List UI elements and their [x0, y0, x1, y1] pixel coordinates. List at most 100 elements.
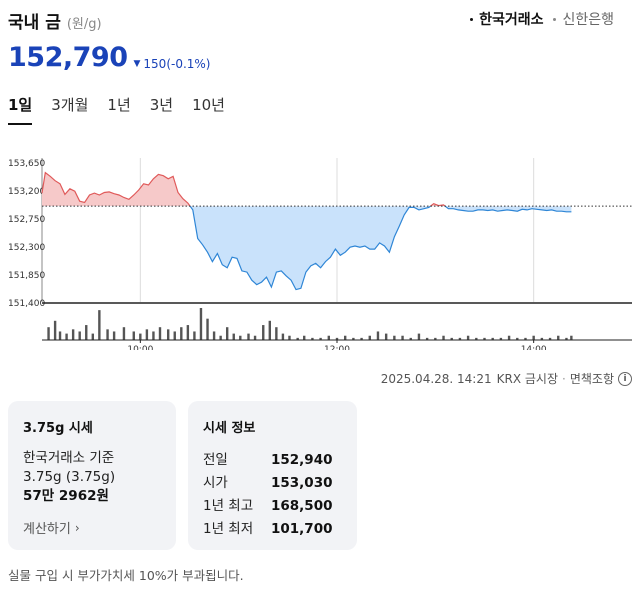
volume-bar [98, 310, 101, 340]
volume-bar [393, 335, 396, 340]
separator: · [562, 371, 566, 386]
y-tick-label: 151,850 [8, 271, 45, 281]
tab-10y[interactable]: 10년 [192, 96, 225, 114]
gram-price-card: 3.75g 시세 한국거래소 기준 3.75g (3.75g) 57만 2962… [8, 401, 176, 550]
price-line-up [41, 171, 447, 207]
period-tabs: 1일 3개월 1년 3년 10년 [8, 94, 244, 125]
volume-bar [335, 337, 339, 340]
price-info-card: 시세 정보 전일 152,940 시가 153,030 1년 최고 168,50… [188, 401, 357, 550]
info-label: 시가 [203, 475, 228, 491]
volume-bar [145, 329, 149, 340]
volume-bar [409, 337, 412, 340]
basis-text: 한국거래소 기준 [23, 450, 115, 466]
bullet-icon [470, 17, 474, 21]
volume-bar [491, 337, 494, 340]
y-tick-label: 152,750 [8, 215, 45, 225]
area-fill-up [42, 172, 446, 207]
volume-bar [53, 320, 57, 340]
volume-bar [311, 337, 314, 340]
volume-bar [281, 333, 285, 340]
card-title: 3.75g 시세 [23, 421, 93, 436]
price-change: ▼ 150 (-0.1%) [133, 57, 210, 71]
volume-bar [570, 335, 573, 340]
volume-bar [384, 333, 388, 340]
tab-1y[interactable]: 1년 [107, 96, 131, 114]
volume-bar [450, 337, 453, 340]
info-value: 168,500 [271, 498, 333, 514]
calculate-link[interactable]: 계산하기 › [23, 518, 161, 538]
source-label: 한국거래소 [479, 12, 544, 28]
volume-bar [193, 331, 196, 340]
volume-bar [71, 329, 75, 340]
volume-bar [557, 335, 560, 340]
volume-bar [106, 329, 109, 340]
volume-bar [540, 337, 544, 340]
volume-bar [247, 333, 250, 340]
card-title: 시세 정보 [203, 421, 256, 436]
source-option-krx[interactable]: 한국거래소 [470, 9, 543, 29]
volume-bar [483, 337, 486, 340]
volume-bar [425, 337, 429, 340]
volume-bar [548, 337, 552, 340]
title-row: 국내 금 (원/g) [8, 8, 102, 33]
volume-bar [173, 331, 176, 340]
source-switch: 한국거래소 신한은행 [460, 9, 614, 29]
update-time: 2025.04.28. 14:21 [380, 371, 492, 386]
volume-bar [219, 335, 222, 340]
unit-label: (원/g) [66, 17, 102, 32]
volume-bar [47, 327, 50, 340]
volume-bar [434, 337, 437, 340]
volume-bar [132, 331, 135, 340]
tab-1d[interactable]: 1일 [8, 94, 33, 125]
info-row-52w-low: 1년 최저 101,700 [203, 518, 342, 541]
volume-bar [199, 308, 203, 340]
y-tick-label: 153,200 [8, 187, 45, 197]
change-percent: (-0.1%) [166, 57, 211, 71]
y-tick-label: 152,300 [8, 243, 45, 253]
volume-bar [268, 320, 272, 340]
volume-bar [65, 333, 68, 340]
volume-bar [180, 327, 183, 340]
timestamp-row: 2025.04.28. 14:21 KRX 금시장 · 면책조항 i [381, 370, 632, 387]
volume-bar [78, 331, 81, 340]
volume-bar [85, 325, 88, 340]
info-label: 전일 [203, 452, 228, 468]
price-line-down [189, 206, 572, 291]
source-option-shinhan[interactable]: 신한은행 [553, 9, 614, 29]
volume-bar [352, 337, 355, 340]
disclaimer-link[interactable]: 면책조항 [569, 372, 614, 386]
volume-bar [206, 318, 209, 340]
volume-bar [212, 331, 216, 340]
info-icon[interactable]: i [618, 371, 632, 386]
volume-bar [327, 335, 331, 340]
tab-3y[interactable]: 3년 [149, 96, 174, 114]
tab-3m[interactable]: 3개월 [51, 96, 89, 114]
calculate-label: 계산하기 [23, 522, 71, 537]
info-row-open: 시가 153,030 [203, 472, 342, 495]
x-tick-label: 14:00 [521, 345, 547, 350]
volume-bar [253, 335, 257, 340]
price-row: 152,790 ▼ 150 (-0.1%) [8, 42, 211, 73]
volume-bar [158, 327, 162, 340]
volume-bar [166, 329, 170, 340]
volume-bar [368, 335, 371, 340]
volume-bar [401, 335, 404, 340]
x-tick-label: 10:00 [127, 345, 153, 350]
volume-bar [442, 335, 445, 340]
volume-bar [112, 331, 116, 340]
current-price: 152,790 [8, 42, 128, 73]
weight-text: 3.75g (3.75g) [23, 469, 116, 485]
volume-bar [303, 335, 306, 340]
bullet-icon [553, 17, 557, 21]
y-tick-label: 151,400 [8, 299, 45, 309]
volume-bar [360, 337, 363, 340]
volume-bar [499, 337, 503, 340]
volume-bar [296, 337, 299, 340]
volume-bar [152, 331, 155, 340]
volume-bar [232, 333, 235, 340]
info-value: 152,940 [271, 452, 333, 468]
info-label: 1년 최고 [203, 498, 254, 514]
price-chart[interactable]: 153,650 153,200 152,750 152,300 151,850 151,4… [0, 140, 640, 350]
gram-price-value: 57만 2962원 [23, 488, 109, 504]
volume-bar [343, 335, 347, 340]
